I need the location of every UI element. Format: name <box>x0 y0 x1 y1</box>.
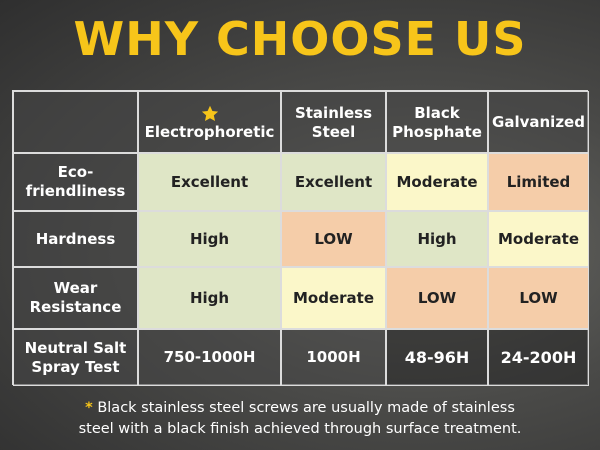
column-header: Electrophoretic <box>138 91 281 153</box>
cell: High <box>386 211 488 267</box>
cell: Limited <box>488 153 589 211</box>
row-label: Neutral Salt Spray Test <box>13 329 138 386</box>
footnote: * Black stainless steel screws are usual… <box>0 398 600 440</box>
cell: Excellent <box>138 153 281 211</box>
row-label: Eco- friendliness <box>13 153 138 211</box>
cell: Moderate <box>386 153 488 211</box>
footnote-marker: * <box>85 400 93 416</box>
cell: Moderate <box>488 211 589 267</box>
row-label: Wear Resistance <box>13 267 138 329</box>
cell: Moderate <box>281 267 386 329</box>
cell: LOW <box>281 211 386 267</box>
cell: High <box>138 267 281 329</box>
column-header: Stainless Steel <box>281 91 386 153</box>
cell: 24-200H <box>488 329 589 386</box>
comparison-table: Electrophoretic Stainless Steel Black Ph… <box>12 90 589 386</box>
cell: 750-1000H <box>138 329 281 386</box>
title: WHY CHOOSE US <box>73 12 527 66</box>
cell: Excellent <box>281 153 386 211</box>
column-header: Black Phosphate <box>386 91 488 153</box>
column-label: Electrophoretic <box>144 123 275 141</box>
row-label: Hardness <box>13 211 138 267</box>
cell: High <box>138 211 281 267</box>
corner-cell <box>13 91 138 153</box>
footnote-text: Black stainless steel screws are usually… <box>78 400 522 437</box>
star-icon <box>201 105 218 122</box>
cell: LOW <box>488 267 589 329</box>
cell: 48-96H <box>386 329 488 386</box>
column-header: Galvanized <box>488 91 589 153</box>
cell: 1000H <box>281 329 386 386</box>
cell: LOW <box>386 267 488 329</box>
